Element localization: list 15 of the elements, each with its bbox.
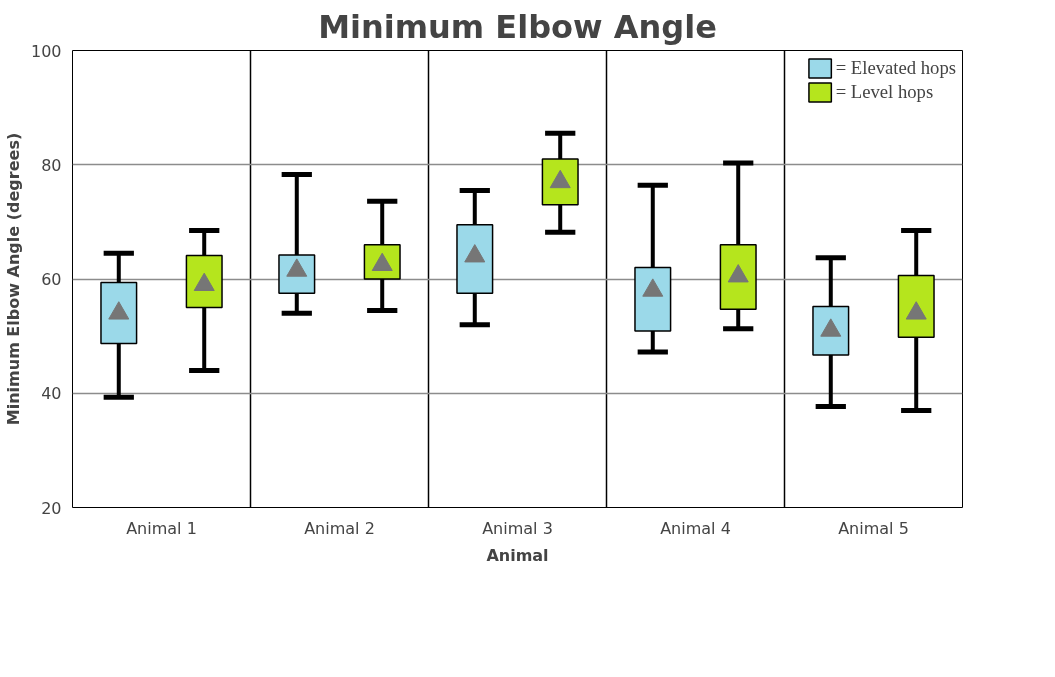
- y-tick-label: 100: [30, 41, 62, 61]
- y-tick-label: 80: [41, 155, 62, 175]
- x-tick-label: Animal 1: [126, 518, 197, 538]
- x-tick-label: Animal 3: [482, 518, 553, 538]
- legend-label: = Elevated hops: [835, 57, 956, 79]
- chart-title: Minimum Elbow Angle: [318, 7, 717, 46]
- x-tick-label: Animal 5: [838, 518, 909, 538]
- legend-label: = Level hops: [835, 81, 934, 103]
- x-tick-label: Animal 2: [304, 518, 375, 538]
- y-tick-label: 20: [41, 498, 62, 518]
- y-axis-title: Minimum Elbow Angle (degrees): [3, 132, 23, 426]
- x-tick-label: Animal 4: [660, 518, 731, 538]
- y-tick-label: 40: [41, 384, 62, 404]
- y-tick-label: 60: [41, 270, 62, 289]
- x-axis-title: Animal: [486, 545, 549, 565]
